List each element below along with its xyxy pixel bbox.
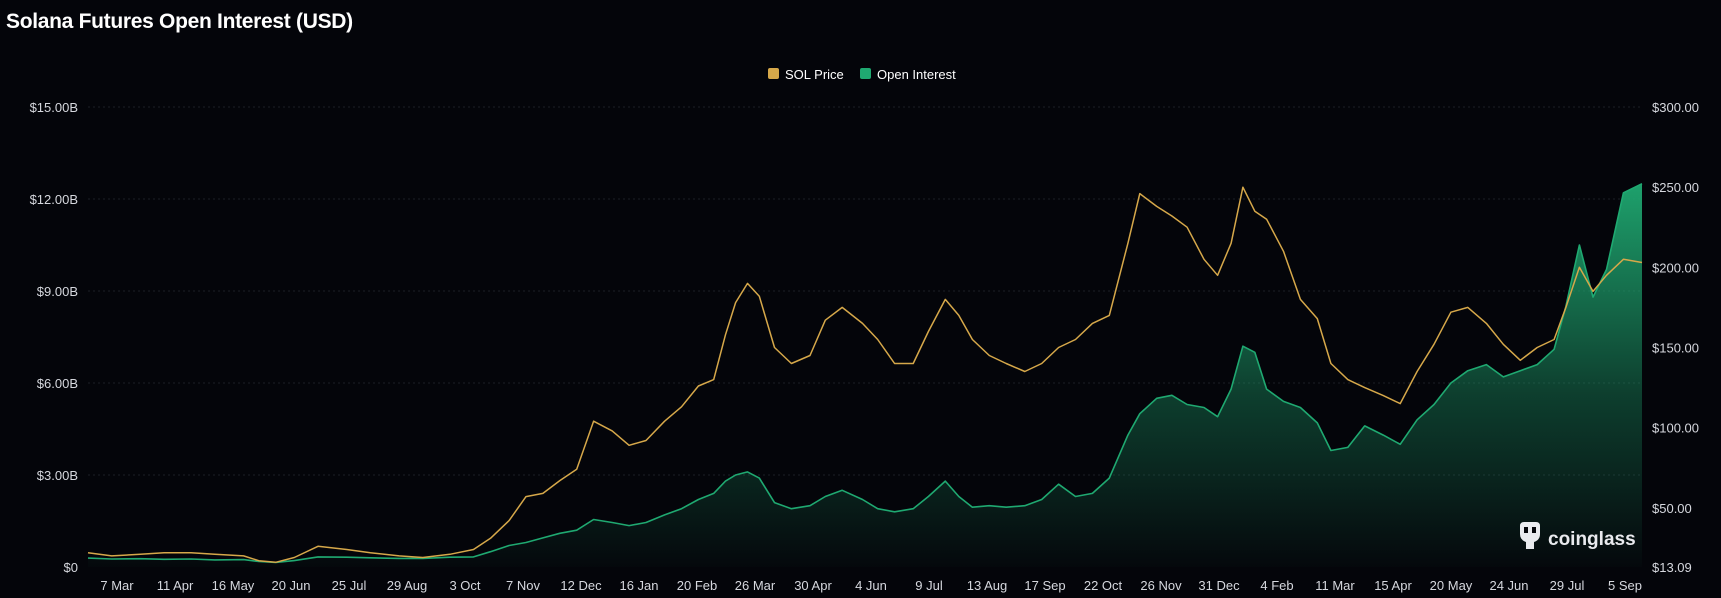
legend-item-label[interactable]: Open Interest [877, 67, 956, 82]
open-interest-series-line [87, 182, 1643, 564]
x-tick-label: 11 Apr [157, 578, 194, 593]
x-tick-label: 24 Jun [1489, 578, 1528, 593]
legend-item-label[interactable]: SOL Price [785, 67, 844, 82]
x-tick-label: 3 Oct [449, 578, 480, 593]
y-right-tick-label: $250.00 [1652, 180, 1699, 195]
y-left-tick-label: $9.00B [37, 284, 78, 299]
x-tick-label: 22 Oct [1084, 578, 1123, 593]
x-tick-label: 25 Jul [332, 578, 367, 593]
x-tick-label: 11 Mar [1315, 578, 1355, 593]
y-right-tick-label: $50.00 [1652, 501, 1692, 516]
gridlines [88, 106, 1642, 476]
y-right-tick-label: $13.09 [1652, 560, 1692, 575]
x-tick-label: 7 Mar [100, 578, 134, 593]
coinglass-watermark: coinglass [1520, 522, 1636, 550]
sol-price-series-line [87, 186, 1643, 564]
legend-swatch [768, 68, 779, 79]
x-tick-label: 29 Jul [1550, 578, 1585, 593]
y-left-tick-label: $15.00B [30, 100, 78, 115]
legend-swatch [860, 68, 871, 79]
y-left-tick-label: $6.00B [37, 376, 78, 391]
y-right-tick-label: $100.00 [1652, 421, 1699, 436]
x-tick-label: 30 Apr [794, 578, 832, 593]
open-interest-area [88, 183, 1642, 567]
y-right-tick-label: $150.00 [1652, 340, 1699, 355]
x-tick-label: 31 Dec [1198, 578, 1240, 593]
x-tick-label: 5 Sep [1608, 578, 1642, 593]
y-right-tick-label: $300.00 [1652, 100, 1699, 115]
y-right-tick-label: $200.00 [1652, 260, 1699, 275]
legend: SOL Price Open Interest [768, 67, 956, 82]
x-tick-label: 4 Jun [855, 578, 887, 593]
watermark-text: coinglass [1548, 529, 1636, 550]
x-tick-label: 4 Feb [1260, 578, 1293, 593]
x-tick-label: 20 Jun [271, 578, 310, 593]
y-left-tick-label: $12.00B [30, 192, 78, 207]
x-tick-label: 16 May [212, 578, 255, 593]
chart-title: Solana Futures Open Interest (USD) [6, 10, 353, 33]
x-tick-label: 13 Aug [967, 578, 1008, 593]
x-tick-label: 20 May [1430, 578, 1473, 593]
x-tick-label: 26 Nov [1140, 578, 1182, 593]
coinglass-logo-icon [1520, 522, 1540, 549]
x-tick-label: 29 Aug [387, 578, 428, 593]
x-tick-label: 26 Mar [735, 578, 776, 593]
x-tick-label: 12 Dec [560, 578, 602, 593]
x-tick-label: 16 Jan [619, 578, 658, 593]
x-tick-label: 20 Feb [677, 578, 717, 593]
y-left-tick-label: $3.00B [37, 468, 78, 483]
x-tick-label: 17 Sep [1024, 578, 1065, 593]
y-left-tick-label: $0 [64, 560, 78, 575]
x-tick-label: 7 Nov [506, 578, 540, 593]
x-tick-label: 15 Apr [1374, 578, 1412, 593]
x-tick-label: 9 Jul [915, 578, 943, 593]
